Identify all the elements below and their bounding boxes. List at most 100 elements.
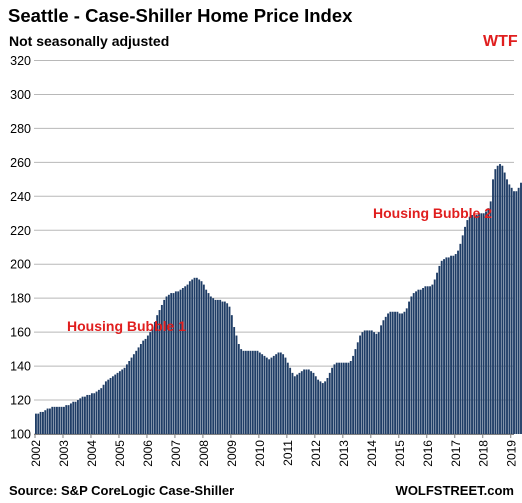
y-tick-label: 160 (10, 326, 31, 340)
bar (48, 408, 51, 434)
bar (172, 293, 175, 434)
bar (314, 376, 317, 434)
bar (35, 413, 37, 434)
grid-lines (34, 59, 514, 435)
bar (226, 303, 229, 434)
bar (331, 367, 334, 434)
x-tick-label: 2015 (393, 440, 407, 467)
y-tick-label: 260 (10, 156, 31, 170)
y-tick-label: 180 (10, 292, 31, 306)
bar (90, 393, 93, 434)
bar (503, 172, 506, 435)
bar (114, 374, 117, 434)
bar (293, 376, 296, 434)
bar (445, 257, 448, 434)
y-axis-ticks: 100 120 140 160 180 200 220 240 260 280 300 320 (10, 54, 31, 442)
bar (88, 394, 91, 434)
bar (86, 394, 89, 434)
bar (97, 389, 100, 434)
bar (310, 371, 313, 434)
bar (289, 367, 292, 434)
bar (394, 311, 397, 434)
bar (37, 413, 40, 434)
bar (142, 340, 145, 434)
bar (242, 350, 245, 434)
bar (338, 362, 341, 434)
bar (149, 332, 152, 434)
bar (151, 327, 154, 434)
bar (205, 289, 208, 434)
bar (209, 296, 212, 434)
bar (95, 391, 98, 434)
bar (438, 265, 441, 434)
bar (158, 310, 161, 434)
bar (200, 281, 203, 434)
bar (333, 364, 336, 434)
bar (485, 211, 487, 434)
bar (184, 286, 187, 434)
bar (431, 284, 434, 434)
y-tick-label: 320 (10, 54, 31, 68)
bar (240, 349, 243, 434)
bar (76, 400, 79, 434)
bar (100, 388, 103, 434)
bar (60, 406, 63, 434)
bar (419, 289, 422, 434)
source-note: Source: S&P CoreLogic Case-Shiller (9, 483, 234, 498)
bar (121, 369, 124, 434)
bar (473, 214, 476, 434)
bar (156, 315, 159, 434)
bar (258, 352, 261, 434)
x-tick-label: 2003 (57, 440, 71, 467)
bar (230, 315, 233, 434)
bar (165, 296, 168, 434)
bar (279, 352, 282, 434)
bar (324, 381, 327, 434)
bar (494, 169, 497, 434)
bar (396, 311, 399, 434)
bar (298, 372, 301, 434)
bar (135, 350, 138, 434)
bar (72, 401, 75, 434)
bar (356, 342, 359, 434)
bar (487, 208, 490, 434)
bar (354, 349, 357, 434)
bar (317, 379, 320, 434)
bar (69, 403, 72, 434)
bar (382, 320, 385, 434)
bar (424, 286, 427, 434)
bar (62, 406, 65, 434)
bar (125, 364, 128, 434)
bar (480, 213, 483, 434)
bar (370, 330, 373, 434)
bar (303, 369, 306, 434)
annotation-wtf: WTF (483, 33, 518, 50)
bar (312, 372, 315, 434)
y-tick-label: 140 (10, 360, 31, 374)
bar (387, 313, 390, 434)
bar (361, 332, 364, 434)
chart-title: Seattle - Case-Shiller Home Price Index (8, 5, 353, 26)
bar (520, 182, 522, 434)
bar (195, 277, 198, 434)
bar (461, 235, 464, 434)
bar (307, 369, 310, 434)
bar (233, 327, 236, 434)
bar (212, 298, 215, 434)
bar (405, 308, 408, 434)
bar (375, 333, 378, 434)
bar (415, 291, 417, 434)
bar (403, 311, 406, 434)
bar (380, 325, 383, 434)
bar (340, 362, 343, 434)
bar (452, 255, 455, 434)
bar (254, 350, 257, 434)
bar (282, 354, 285, 434)
bar (373, 332, 376, 434)
bar (291, 372, 294, 434)
bar (93, 393, 96, 434)
bar (186, 284, 189, 434)
bar (270, 357, 273, 434)
bar (132, 354, 135, 434)
